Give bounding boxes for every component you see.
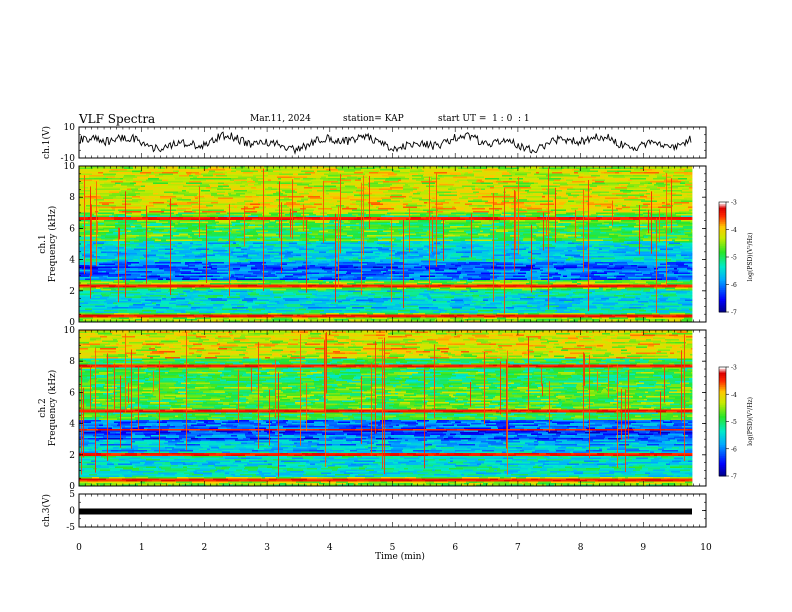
xtick-label: 6 (452, 543, 458, 553)
xtick-label: 7 (515, 543, 521, 553)
colorbar-label: log(PSD)(V²/Hz) (747, 233, 754, 282)
xtick-label: 8 (578, 543, 584, 553)
colorbar-tick: -7 (731, 310, 737, 317)
ytick-label: 8 (69, 357, 75, 367)
xtick-label: 9 (640, 543, 646, 553)
ylabel-panel-4: ch.3(V) (41, 494, 52, 527)
xaxis-label: Time (min) (375, 551, 425, 562)
colorbar-tick: -5 (731, 255, 737, 262)
colorbar-tick: -4 (731, 227, 737, 234)
ytick-label: 4 (69, 256, 75, 266)
colorbar-1 (718, 201, 729, 313)
xtick-label: 5 (390, 543, 396, 553)
colorbar-2 (718, 366, 729, 477)
ytick-label: 2 (69, 451, 75, 461)
ch1-waveform-line (78, 131, 692, 155)
ytick-label: -5 (66, 523, 75, 533)
ytick-label: 0 (69, 507, 75, 517)
station-label: station= KAP (343, 114, 404, 124)
xtick-label: 3 (264, 543, 270, 553)
ytick-label: 10 (64, 326, 76, 336)
colorbar-tick: -3 (731, 200, 737, 207)
ylabel-panel-3: ch.2Frequency (kHz) (38, 370, 58, 447)
ytick-label: 5 (69, 490, 75, 500)
colorbar-tick: -4 (731, 392, 737, 399)
ytick-label: 0 (69, 318, 75, 328)
colorbar-tick: -6 (731, 282, 737, 289)
colorbar-tick: -3 (731, 365, 737, 372)
ylabel-panel-2: ch.1Frequency (kHz) (38, 206, 58, 283)
colorbar-label: log(PSD)(V²/Hz) (747, 397, 754, 446)
ytick-label: 10 (64, 123, 76, 133)
ytick-label: 0 (69, 482, 75, 492)
ytick-label: 2 (69, 287, 75, 297)
colorbar-tick: -6 (731, 446, 737, 453)
xtick-label: 4 (327, 543, 333, 553)
ytick-label: -10 (61, 154, 76, 164)
ytick-label: 6 (69, 388, 75, 398)
xtick-label: 0 (76, 543, 82, 553)
ytick-label: 4 (69, 420, 75, 430)
ytick-label: 8 (69, 193, 75, 203)
ylabel-panel-1: ch.1(V) (41, 126, 52, 159)
start-ut-label: start UT = 1 : 0 : 1 (438, 114, 530, 124)
ytick-label: 10 (64, 162, 76, 172)
date-label: Mar.11, 2024 (250, 114, 311, 124)
xtick-label: 1 (139, 543, 145, 553)
ch1-spectrogram-cells (79, 166, 693, 323)
chart-title: VLF Spectra (79, 112, 156, 126)
colorbar-tick: -5 (731, 419, 737, 426)
ch2-spectrogram-cells (79, 330, 693, 487)
ytick-label: 6 (69, 224, 75, 234)
colorbar-tick: -7 (731, 474, 737, 481)
ch3-waveform-trace (79, 508, 692, 515)
xtick-label: 2 (202, 543, 208, 553)
xtick-label: 10 (700, 543, 712, 553)
